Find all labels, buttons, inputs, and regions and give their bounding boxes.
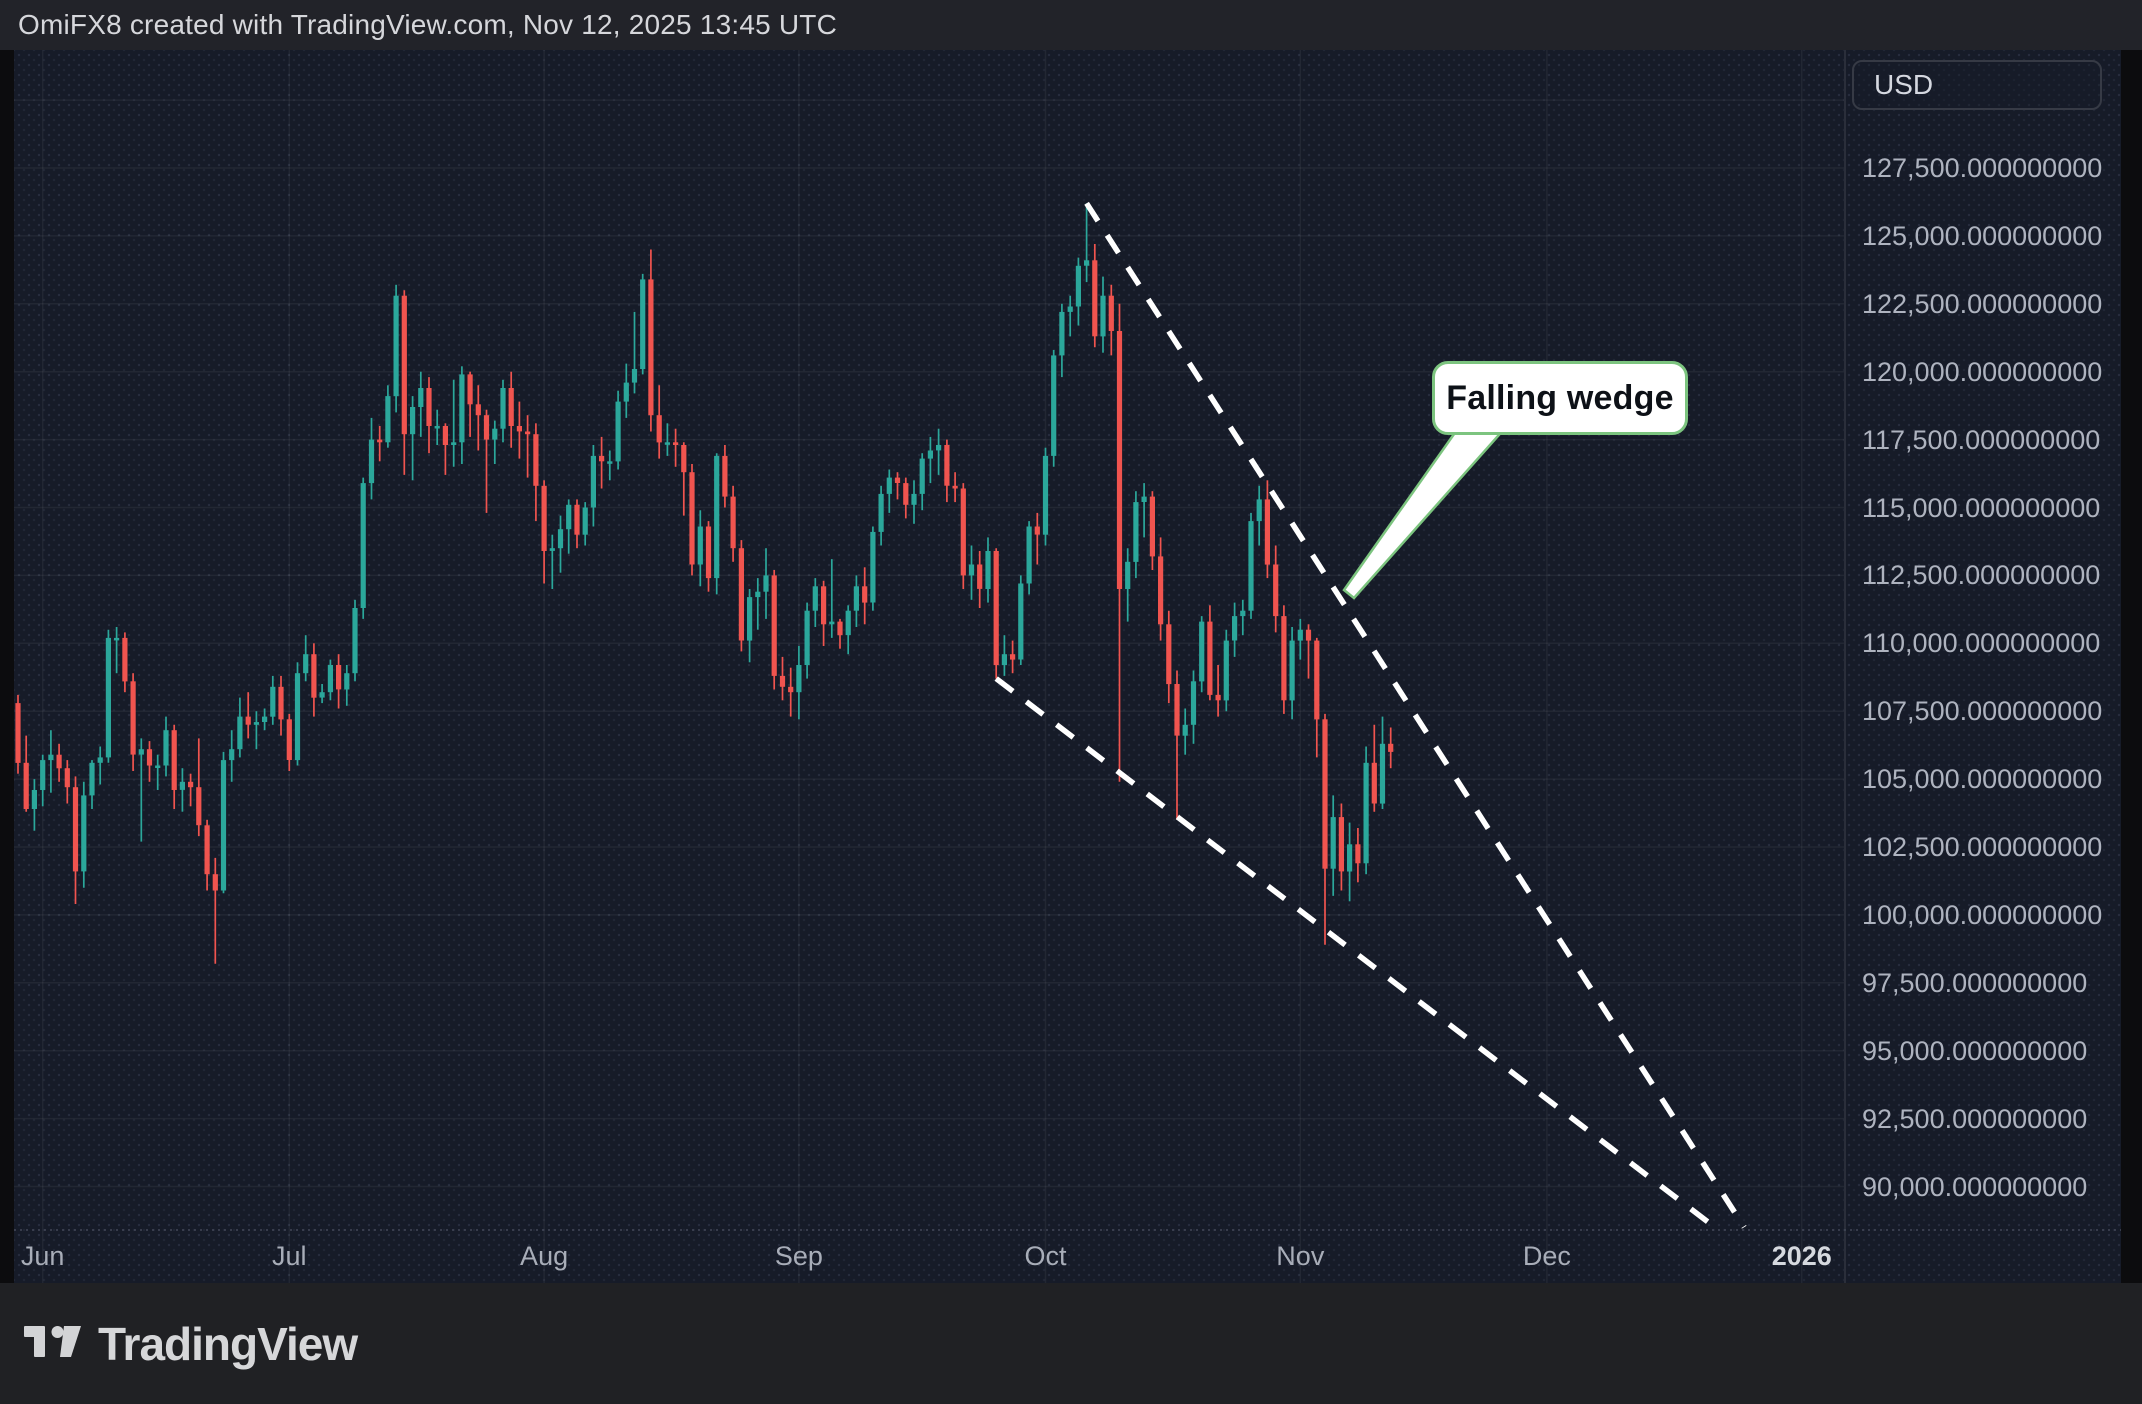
time-tick-label: Nov [1276, 1241, 1325, 1271]
footer: TradingView [0, 1283, 2142, 1404]
snapshot-header: OmiFX8 created with TradingView.com, Nov… [0, 0, 2142, 50]
time-tick-label: 2026 [1771, 1241, 1832, 1271]
price-tick-label: 100,000.000000000 [1862, 899, 2103, 930]
time-tick-label: Aug [520, 1241, 569, 1271]
callout-tail [1342, 425, 1509, 600]
time-tick-label: Sep [774, 1241, 823, 1271]
price-axis[interactable]: USD 127,500.000000000 125,000.000000000 12… [1845, 50, 2121, 1283]
wedge-upper-trendline [1084, 201, 1747, 1229]
price-tick-label: 102,500.000000000 [1862, 832, 2103, 862]
tradingview-logo-icon[interactable] [24, 1325, 84, 1362]
price-tick-label: 92,500.000000000 [1862, 1103, 2088, 1134]
price-tick-label: 122,500.000000000 [1862, 288, 2103, 319]
price-tick-label: 127,500.000000000 [1862, 153, 2103, 183]
price-tick-label: 107,500.000000000 [1862, 696, 2103, 727]
price-tick-label: 115,000.000000000 [1862, 492, 2101, 523]
wedge-lower-trendline [994, 676, 1713, 1227]
time-tick-label: Dec [1522, 1241, 1571, 1271]
snapshot-title: OmiFX8 created with TradingView.com, Nov… [18, 9, 838, 40]
tradingview-wordmark[interactable]: TradingView [98, 1317, 358, 1370]
price-tick-label: 90,000.000000000 [1862, 1171, 2088, 1202]
time-tick-label: Jul [271, 1241, 307, 1271]
price-tick-label: 112,500.000000000 [1862, 560, 2101, 591]
price-tick-label: 105,000.000000000 [1862, 764, 2103, 795]
time-axis[interactable]: Jun Jul Aug Sep Oct Nov Dec 2026 [14, 1230, 2121, 1283]
currency-button[interactable]: USD [1852, 60, 2102, 110]
time-tick-label: Jun [20, 1241, 65, 1271]
price-tick-label: 120,000.000000000 [1862, 356, 2103, 387]
price-tick-label: 95,000.000000000 [1862, 1035, 2088, 1066]
price-tick-label: 125,000.000000000 [1862, 220, 2103, 251]
falling-wedge-callout[interactable]: Falling wedge [1432, 361, 1688, 435]
currency-button-label: USD [1874, 69, 1934, 100]
falling-wedge-callout-label: Falling wedge [1446, 378, 1674, 417]
chart-background [14, 50, 2121, 1283]
candlesticks [15, 203, 1394, 964]
price-tick-label: 97,500.000000000 [1862, 967, 2088, 998]
price-tick-label: 117,500.000000000 [1862, 424, 2101, 455]
price-tick-label: 110,000.000000000 [1862, 628, 2101, 659]
time-tick-label: Oct [1024, 1241, 1067, 1271]
